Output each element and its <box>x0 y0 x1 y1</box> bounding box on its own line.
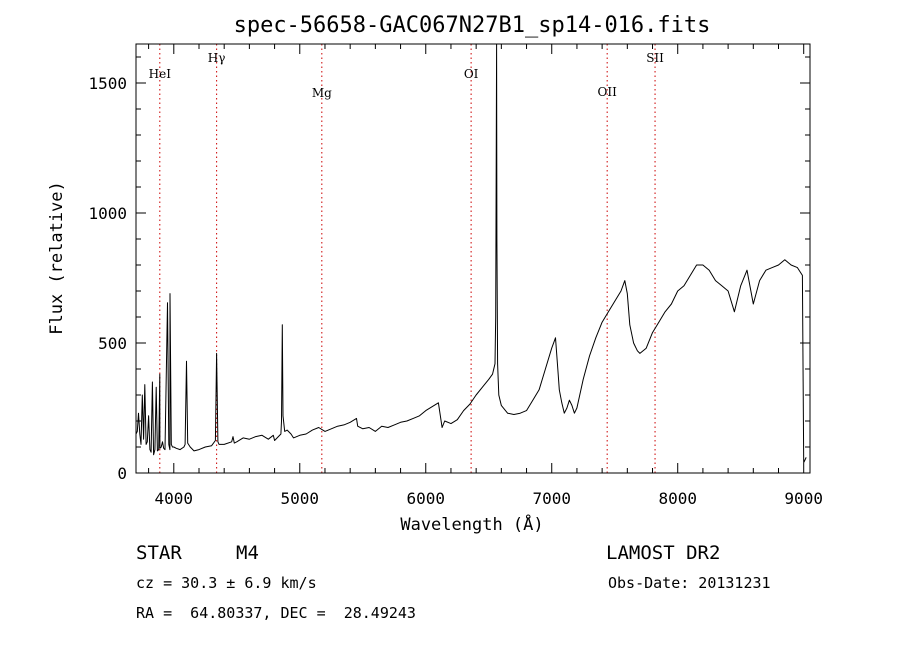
y-tick-label: 1000 <box>88 204 127 223</box>
y-axis-label: Flux (relative) <box>47 181 67 335</box>
y-tick-label: 1500 <box>88 74 127 93</box>
x-tick-label: 5000 <box>281 489 320 508</box>
x-axis-label: Wavelength (Å) <box>400 513 543 535</box>
line-label-1: Hγ <box>208 51 226 65</box>
redshift-cz: cz = 30.3 ± 6.9 km/s <box>136 574 317 592</box>
chart-title: spec-56658-GAC067N27B1_sp14-016.fits <box>234 13 711 38</box>
coordinates: RA = 64.80337, DEC = 28.49243 <box>136 604 416 622</box>
y-tick-label: 0 <box>117 464 127 483</box>
x-tick-label: 4000 <box>155 489 194 508</box>
spectrum-line <box>135 43 807 464</box>
plot-frame <box>135 43 811 474</box>
line-label-5: SII <box>646 51 664 65</box>
object-class: STAR <box>136 542 182 564</box>
survey-label: LAMOST DR2 <box>606 542 721 564</box>
observation-date: Obs-Date: 20131231 <box>608 574 771 592</box>
line-label-2: Mg <box>312 86 332 100</box>
x-tick-label: 9000 <box>784 489 823 508</box>
line-label-0: HeI <box>149 67 172 81</box>
x-tick-label: 7000 <box>532 489 571 508</box>
x-tick-label: 8000 <box>658 489 697 508</box>
line-label-4: OII <box>598 85 618 99</box>
x-tick-label: 6000 <box>406 489 445 508</box>
object-subclass: M4 <box>236 542 259 564</box>
y-tick-label: 500 <box>98 334 127 353</box>
line-label-3: OI <box>464 67 479 81</box>
